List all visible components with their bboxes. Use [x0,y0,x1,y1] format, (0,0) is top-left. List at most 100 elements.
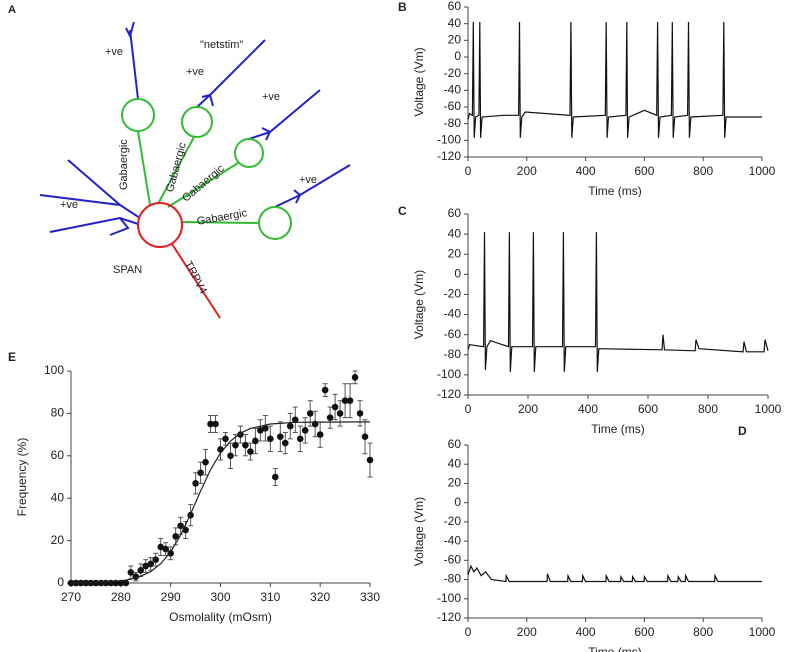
trpv4-axon [171,243,221,319]
x-tick-label: 600 [634,164,654,178]
data-point [326,414,334,421]
data-point [242,441,249,449]
netstim-label: "netstim" [200,39,243,51]
data-point [356,410,364,417]
data-point [202,458,209,466]
trpv4-label: TRPV4 [182,259,209,296]
data-point [291,416,299,424]
x-tick-label: 1000 [749,164,776,178]
data-point [346,397,354,404]
y-tick-label: 60 [51,448,65,462]
panel-label: B [398,0,407,14]
y-tick-label: 20 [448,246,462,260]
y-axis-label: Voltage (Vm) [412,497,426,566]
y-tick-label: 80 [51,406,65,420]
data-point [162,545,169,553]
data-point [257,427,264,434]
input-line [125,21,139,100]
input-line [248,89,321,141]
y-tick-label: 100 [44,363,64,377]
data-point [222,435,229,443]
x-tick-label: 320 [310,590,330,604]
x-tick-label: 600 [634,625,654,639]
y-tick-label: -60 [444,327,462,341]
synapse-label: Gabaergic [164,141,189,194]
y-tick-label: 20 [448,33,462,47]
synapse-label: Gabaergic [118,139,130,190]
x-tick-label: 800 [693,625,713,639]
y-tick-label: 40 [448,16,462,30]
data-point [252,437,259,445]
synapse-label: Gabaergic [196,207,249,228]
data-point [232,441,239,449]
y-tick-label: -20 [444,514,462,528]
x-tick-label: 800 [693,164,713,178]
y-axis-label: Voltage (Vm) [412,270,426,339]
data-point [177,522,184,530]
panel-label: A [8,4,16,16]
input-label: +ve [299,174,317,186]
data-point [172,533,179,540]
y-tick-label: 20 [448,476,462,490]
input-label: +ve [60,199,78,211]
y-tick-label: 0 [454,267,461,281]
data-point [277,433,284,441]
x-tick-label: 200 [518,402,538,416]
panel-label: C [398,204,407,218]
y-tick-label: 60 [448,437,462,451]
inputs [39,21,351,236]
data-point [127,569,135,576]
x-tick-label: 400 [576,164,596,178]
data-point [67,579,75,587]
x-tick-label: 200 [517,625,537,639]
y-tick-label: 60 [448,206,462,220]
data-point [361,433,369,441]
input-label: +ve [186,66,204,78]
x-tick-label: 600 [638,402,658,416]
x-tick-label: 1000 [755,402,782,416]
y-tick-label: 60 [448,0,462,13]
x-tick-label: 310 [260,590,280,604]
data-point [247,448,254,455]
data-point [316,431,324,438]
x-axis-label: Time (ms) [588,184,642,198]
x-tick-label: 200 [517,164,537,178]
panel-label: D [738,424,747,438]
trace [467,564,762,583]
x-tick-label: 1000 [749,625,776,639]
x-tick-label: 800 [698,402,718,416]
y-tick-label: -80 [444,347,462,361]
data-point [147,560,155,568]
y-tick-label: -100 [437,591,461,605]
panel-label: E [8,350,16,364]
x-tick-label: 400 [576,625,596,639]
input-line [39,159,141,236]
data-point [207,420,214,428]
x-tick-label: 400 [578,402,598,416]
y-tick-label: -40 [444,533,462,547]
y-tick-label: -80 [444,116,462,130]
y-axis-label: Frequency (%) [15,438,29,517]
y-tick-label: -60 [444,553,462,567]
data-point [331,403,339,411]
input-label: +ve [105,46,123,58]
data-point [197,469,204,477]
y-tick-label: -100 [437,133,461,147]
data-point [306,410,314,417]
data-point [97,579,105,587]
data-point [212,420,219,428]
x-tick-label: 280 [111,590,131,604]
data-point [192,480,199,487]
data-point [262,424,269,432]
data-point [321,386,329,394]
data-point [351,374,359,381]
y-tick-label: -120 [437,149,461,163]
data-point [122,579,130,587]
y-tick-label: -40 [444,83,462,97]
data-point [286,422,294,430]
input-line [196,39,266,108]
data-point [296,435,304,443]
data-point [92,579,100,587]
data-point [272,473,279,481]
